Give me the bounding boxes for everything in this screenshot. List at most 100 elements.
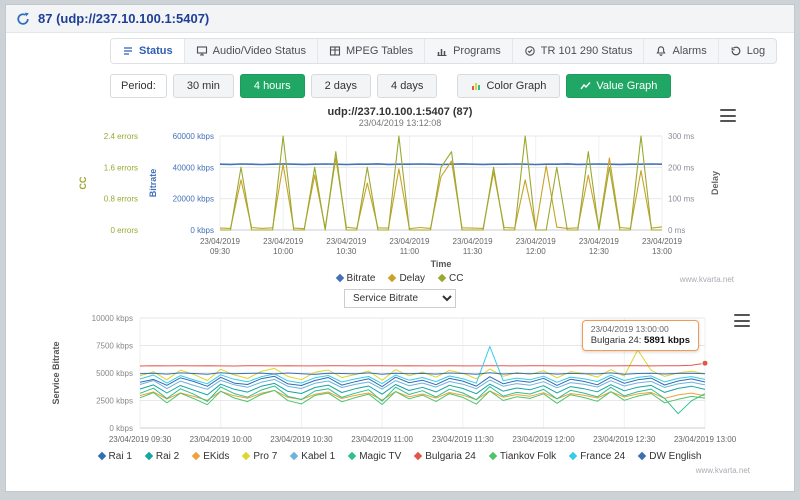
svg-text:2.4 errors: 2.4 errors — [104, 132, 138, 141]
history-icon — [731, 46, 741, 56]
hover-point-marker — [701, 359, 709, 367]
service-select-row: Service Bitrate — [6, 286, 794, 310]
svg-text:Time: Time — [431, 259, 452, 269]
svg-text:23/04/2019: 23/04/2019 — [389, 237, 430, 246]
svg-text:23/04/2019 12:00: 23/04/2019 12:00 — [512, 435, 575, 444]
bell-icon — [656, 46, 667, 56]
legend-marker — [347, 451, 357, 461]
svg-text:23/04/2019 13:00: 23/04/2019 13:00 — [674, 435, 737, 444]
check-circle-icon — [525, 46, 535, 56]
svg-text:12:30: 12:30 — [589, 247, 610, 256]
period-4days-button[interactable]: 4 days — [377, 74, 438, 98]
svg-text:Service Bitrate: Service Bitrate — [51, 341, 61, 404]
tab-programs[interactable]: Programs — [425, 39, 513, 63]
legend-item-tiankov-folk[interactable]: Tiankov Folk — [488, 451, 556, 462]
tab-alarms[interactable]: Alarms — [644, 39, 719, 63]
legend-item-france-24[interactable]: France 24 — [568, 451, 625, 462]
tooltip-series: Bulgaria 24 — [590, 335, 639, 346]
legend-item-delay[interactable]: Delay — [388, 273, 425, 284]
chart1-subtitle: 23/04/2019 13:12:08 — [358, 118, 442, 128]
svg-text:23/04/2019 11:00: 23/04/2019 11:00 — [351, 435, 413, 444]
legend-item-kabel-1[interactable]: Kabel 1 — [290, 451, 335, 462]
svg-text:23/04/2019: 23/04/2019 — [200, 237, 241, 246]
svg-text:23/04/2019: 23/04/2019 — [579, 237, 620, 246]
svg-text:23/04/2019: 23/04/2019 — [326, 237, 367, 246]
svg-text:10:30: 10:30 — [336, 247, 357, 256]
color-graph-button[interactable]: Color Graph — [457, 74, 561, 98]
period-2days-button[interactable]: 2 days — [310, 74, 372, 98]
chart2-menu-icon[interactable] — [734, 314, 750, 327]
chart1-title: udp://237.10.100.1:5407 (87) — [327, 106, 473, 118]
tab-mpeg-tables[interactable]: MPEG Tables — [318, 39, 426, 63]
overview-chart: 0 errors 0.8 errors 1.6 errors 2.4 errors 0 … — [78, 132, 720, 269]
chart1-legend: Bitrate Delay CC — [6, 270, 794, 286]
svg-text:23/04/2019: 23/04/2019 — [453, 237, 494, 246]
svg-text:5000 kbps: 5000 kbps — [96, 369, 133, 378]
svg-text:23/04/2019 10:30: 23/04/2019 10:30 — [270, 435, 333, 444]
svg-text:23/04/2019 10:00: 23/04/2019 10:00 — [190, 435, 253, 444]
period-30min-button[interactable]: 30 min — [172, 74, 234, 98]
tab-audio-video-status[interactable]: Audio/Video Status — [185, 39, 318, 63]
legend-item-bitrate[interactable]: Bitrate — [335, 273, 375, 284]
legend-marker — [335, 273, 344, 283]
legend-item-magic-tv[interactable]: Magic TV — [347, 451, 401, 462]
legend-item-cc[interactable]: CC — [437, 273, 463, 284]
monitor-icon — [196, 46, 207, 56]
svg-text:0 kbps: 0 kbps — [109, 424, 133, 433]
legend-marker — [388, 273, 397, 283]
watermark-2: www.kvarta.net — [695, 466, 750, 475]
tab-tr-101-290-status[interactable]: TR 101 290 Status — [513, 39, 645, 63]
svg-text:09:30: 09:30 — [210, 247, 231, 256]
svg-text:23/04/2019 11:30: 23/04/2019 11:30 — [432, 435, 494, 444]
svg-text:13:00: 13:00 — [652, 247, 673, 256]
svg-text:10:00: 10:00 — [273, 247, 294, 256]
svg-text:200 ms: 200 ms — [668, 163, 694, 172]
svg-text:40000 kbps: 40000 kbps — [173, 163, 214, 172]
tooltip-value: 5891 kbps — [644, 335, 690, 346]
period-row: Period: 30 min 4 hours 2 days 4 days Col… — [6, 69, 794, 103]
svg-text:23/04/2019: 23/04/2019 — [516, 237, 557, 246]
legend-item-bulgaria-24[interactable]: Bulgaria 24 — [414, 451, 476, 462]
page-title: 87 (udp://237.10.100.1:5407) — [38, 11, 210, 26]
chart-tooltip: 23/04/2019 13:00:00 Bulgaria 24: 5891 kb… — [581, 320, 699, 351]
period-4hours-button[interactable]: 4 hours — [239, 74, 305, 98]
refresh-icon[interactable] — [16, 12, 30, 26]
service-bitrate-chart: 0 kbps 2500 kbps 5000 kbps 7500 kbps 10000 k… — [51, 314, 737, 444]
svg-text:23/04/2019 12:30: 23/04/2019 12:30 — [593, 435, 656, 444]
svg-text:7500 kbps: 7500 kbps — [96, 342, 133, 351]
period-label: Period: — [110, 74, 167, 98]
svg-text:0 ms: 0 ms — [668, 226, 685, 235]
tooltip-time: 23/04/2019 13:00:00 — [590, 324, 669, 334]
legend-item-pro-7[interactable]: Pro 7 — [242, 451, 277, 462]
svg-text:CC: CC — [78, 176, 88, 189]
svg-text:300 ms: 300 ms — [668, 132, 694, 141]
svg-text:60000 kbps: 60000 kbps — [173, 132, 214, 141]
service-metric-select[interactable]: Service Bitrate — [344, 288, 456, 308]
svg-text:0.8 errors: 0.8 errors — [104, 195, 138, 204]
overview-chart-section: udp://237.10.100.1:5407 (87) 23/04/2019 … — [6, 103, 794, 286]
svg-text:23/04/2019 09:30: 23/04/2019 09:30 — [109, 435, 172, 444]
tab-status[interactable]: Status — [111, 39, 185, 63]
legend-item-rai-1[interactable]: Rai 1 — [97, 451, 132, 462]
tab-log[interactable]: Log — [719, 39, 776, 63]
legend-item-dw-english[interactable]: DW English — [637, 451, 701, 462]
color-graph-icon — [472, 83, 481, 90]
status-list-icon — [124, 47, 132, 55]
legend-marker — [290, 451, 299, 461]
legend-item-ekids[interactable]: EKids — [192, 451, 229, 462]
value-graph-icon — [580, 82, 591, 90]
legend-marker — [242, 451, 251, 461]
legend-marker — [97, 451, 106, 461]
service-bitrate-chart-section: 0 kbps 2500 kbps 5000 kbps 7500 kbps 10000 k… — [6, 310, 794, 475]
tabs-row: Status Audio/Video Status MPEG Tables Pr… — [6, 33, 794, 69]
chart1-menu-icon[interactable] — [720, 109, 736, 122]
svg-text:23/04/2019: 23/04/2019 — [263, 237, 304, 246]
svg-text:12:00: 12:00 — [526, 247, 547, 256]
svg-text:11:00: 11:00 — [400, 247, 420, 256]
svg-text:Bitrate: Bitrate — [148, 169, 158, 198]
value-graph-button[interactable]: Value Graph — [566, 74, 672, 98]
svg-text:20000 kbps: 20000 kbps — [173, 195, 214, 204]
table-icon — [329, 46, 341, 56]
legend-item-rai-2[interactable]: Rai 2 — [144, 451, 179, 462]
